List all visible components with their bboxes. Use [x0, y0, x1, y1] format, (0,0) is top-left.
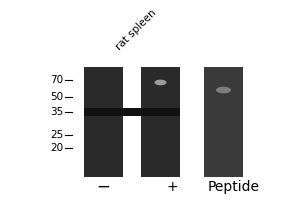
Ellipse shape [154, 80, 166, 85]
FancyBboxPatch shape [141, 67, 180, 177]
Text: rat spleen: rat spleen [114, 8, 158, 52]
Text: 70: 70 [50, 75, 63, 85]
Text: Peptide: Peptide [208, 180, 260, 194]
Text: 50: 50 [50, 92, 63, 102]
Text: 35: 35 [50, 107, 63, 117]
Text: −: − [97, 178, 110, 196]
FancyBboxPatch shape [84, 108, 180, 116]
FancyBboxPatch shape [204, 67, 243, 177]
Ellipse shape [216, 87, 231, 93]
Text: 20: 20 [50, 143, 63, 153]
Text: 25: 25 [50, 130, 63, 140]
FancyBboxPatch shape [84, 67, 123, 177]
Text: +: + [167, 180, 178, 194]
